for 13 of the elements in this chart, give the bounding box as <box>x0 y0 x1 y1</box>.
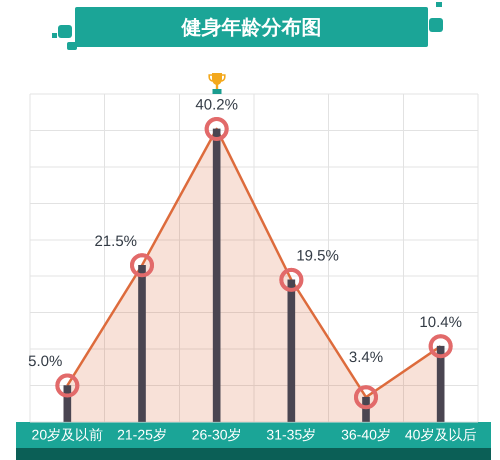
data-label: 40.2% <box>195 96 238 114</box>
data-label: 3.4% <box>348 348 384 366</box>
x-tick-label: 31-35岁 <box>266 426 316 442</box>
data-label: 5.0% <box>28 353 62 370</box>
x-tick-label: 21-25岁 <box>117 426 167 442</box>
x-tick-label: 26-30岁 <box>192 426 242 442</box>
x-tick-label: 40岁及以后 <box>404 426 476 442</box>
chart-title: 健身年龄分布图 <box>182 16 322 40</box>
data-label: 10.4% <box>419 314 462 331</box>
data-label: 19.5% <box>296 248 339 265</box>
x-tick-label: 20岁及以前 <box>32 426 104 442</box>
x-tick-label: 36-40岁 <box>341 426 391 442</box>
data-label: 21.5% <box>94 232 138 250</box>
